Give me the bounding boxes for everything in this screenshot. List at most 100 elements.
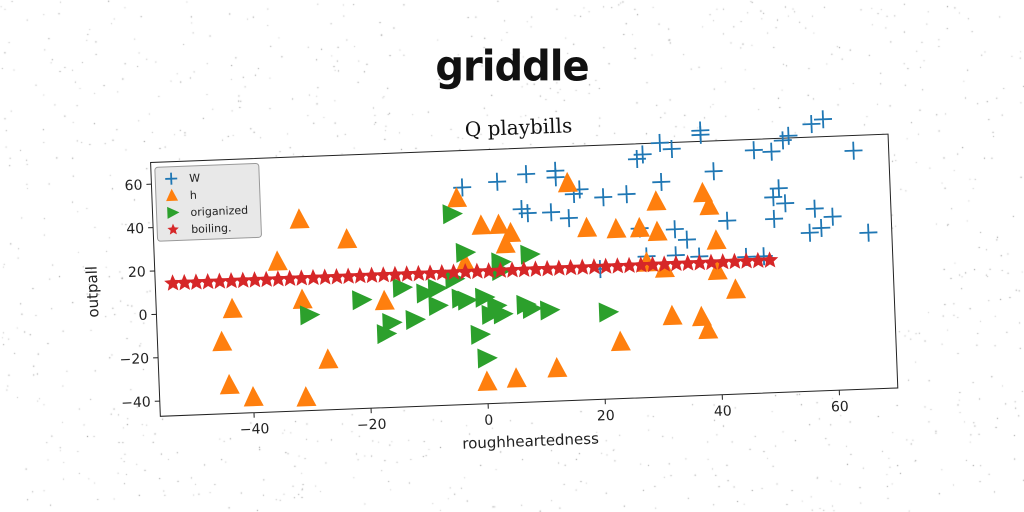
- data-point: [646, 190, 667, 211]
- data-point: [769, 179, 788, 198]
- data-point: [281, 269, 299, 287]
- data-point: [515, 260, 533, 278]
- data-point: [234, 271, 252, 289]
- data-point: [539, 300, 561, 321]
- y-axis-label: outpall: [83, 266, 103, 318]
- y-tick-label: 60: [124, 178, 142, 195]
- data-point: [488, 172, 507, 191]
- legend-label: boiling.: [191, 221, 232, 236]
- data-point: [257, 270, 275, 288]
- data-point: [487, 295, 508, 316]
- data-point: [374, 289, 395, 311]
- data-point: [455, 251, 476, 273]
- data-point: [597, 257, 615, 275]
- data-point: [542, 203, 561, 222]
- data-point: [859, 223, 878, 242]
- data-point: [299, 305, 321, 326]
- data-point: [546, 168, 565, 187]
- data-point: [328, 268, 346, 285]
- chart-title: Q playbills: [464, 113, 572, 141]
- data-point: [292, 288, 313, 310]
- data-point: [527, 260, 545, 277]
- data-point: [392, 277, 414, 298]
- data-point: [503, 261, 521, 278]
- chart-group: Q playbills −40 −20 0 20 40 60 −40 −20 0 20 40 60 r…: [83, 110, 899, 453]
- data-point: [562, 259, 580, 276]
- data-point: [495, 232, 516, 254]
- data-point: [608, 257, 627, 274]
- data-point: [421, 264, 439, 281]
- data-point: [699, 194, 720, 216]
- data-point: [468, 262, 486, 280]
- data-point: [219, 373, 240, 395]
- data-point: [491, 261, 510, 279]
- data-point: [573, 258, 591, 276]
- data-point: [517, 165, 536, 184]
- data-point: [606, 217, 627, 239]
- data-point: [714, 253, 732, 270]
- plot-frame: [150, 133, 899, 417]
- data-point: [557, 171, 578, 193]
- data-point: [662, 139, 681, 159]
- data-point: [518, 204, 537, 223]
- data-point: [844, 141, 863, 160]
- data-point: [477, 348, 498, 369]
- data-point: [698, 318, 719, 340]
- data-point: [480, 262, 498, 279]
- data-point: [416, 283, 437, 304]
- data-point: [471, 214, 492, 235]
- data-point: [617, 185, 636, 204]
- data-point: [398, 265, 416, 282]
- data-point: [222, 297, 243, 319]
- data-point: [481, 304, 503, 325]
- y-tick-label: 40: [126, 221, 144, 238]
- data-point: [222, 272, 240, 289]
- data-point: [744, 141, 763, 160]
- legend-label: h: [190, 189, 197, 202]
- data-point: [409, 264, 428, 282]
- data-point: [489, 213, 510, 235]
- data-point: [289, 208, 310, 229]
- data-point: [632, 256, 650, 273]
- data-point: [376, 324, 398, 345]
- data-point: [506, 367, 527, 388]
- data-point: [451, 288, 473, 309]
- x-tick-label: 60: [831, 399, 849, 416]
- data-point: [318, 348, 339, 369]
- data-point: [363, 266, 381, 284]
- data-point: [199, 272, 217, 290]
- data-point: [726, 278, 747, 299]
- data-point: [726, 252, 744, 270]
- data-point: [598, 302, 620, 323]
- data-point: [718, 211, 737, 230]
- data-point: [475, 287, 496, 308]
- data-point: [655, 255, 673, 272]
- data-point: [776, 194, 795, 213]
- data-point: [813, 110, 833, 129]
- data-point: [501, 221, 522, 243]
- y-tick-label: −40: [121, 394, 151, 411]
- x-tick-label: 0: [484, 413, 494, 429]
- data-point: [164, 274, 182, 291]
- data-point: [704, 162, 723, 181]
- data-point: [644, 255, 662, 273]
- data-point: [382, 313, 403, 334]
- data-point: [405, 309, 427, 330]
- data-point: [493, 304, 514, 325]
- data-point: [456, 263, 474, 280]
- data-point: [585, 258, 603, 275]
- data-point: [679, 254, 697, 271]
- data-point: [187, 273, 205, 290]
- data-point: [677, 230, 696, 249]
- data-point: [428, 296, 449, 317]
- data-point: [749, 251, 767, 269]
- legend: Wh origanized boiling.: [154, 162, 262, 242]
- y-tick-label: −20: [119, 351, 149, 368]
- data-point: [243, 386, 264, 407]
- legend-marker: [165, 172, 178, 185]
- data-point: [577, 216, 598, 238]
- data-point: [374, 266, 392, 283]
- data-point: [691, 121, 710, 140]
- y-tick-label: 0: [138, 308, 148, 324]
- data-point: [802, 115, 821, 134]
